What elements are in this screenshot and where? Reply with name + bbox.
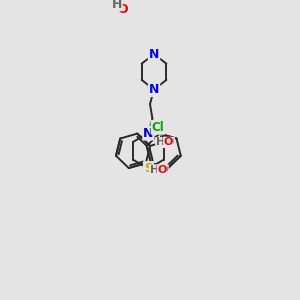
Text: Cl: Cl	[152, 121, 164, 134]
Text: HO: HO	[150, 165, 168, 175]
Text: N: N	[143, 127, 154, 140]
Text: N: N	[149, 48, 159, 61]
Text: HO: HO	[156, 137, 174, 148]
Text: S: S	[144, 162, 153, 175]
Text: O: O	[117, 3, 128, 16]
Text: O: O	[158, 165, 167, 175]
Text: N: N	[149, 83, 159, 96]
Text: O: O	[164, 137, 173, 148]
Text: H: H	[112, 0, 122, 11]
